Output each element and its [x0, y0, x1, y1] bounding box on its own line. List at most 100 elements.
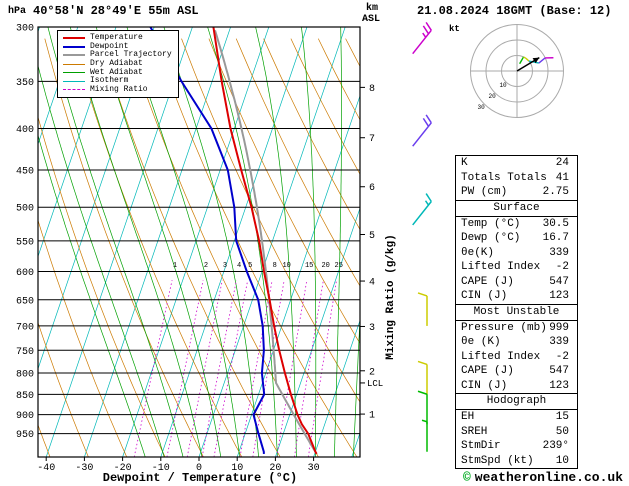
svg-text:2: 2: [369, 367, 375, 378]
panel-row: Temp (°C) 30.5: [456, 217, 577, 232]
legend-swatch: [63, 63, 85, 65]
svg-text:7: 7: [369, 134, 375, 145]
panel-row-value: 50: [555, 425, 569, 438]
panel-row-value: -2: [555, 261, 569, 273]
svg-text:-30: -30: [75, 463, 93, 474]
wet-adiabats: [38, 27, 360, 457]
station-title: 40°58'N 28°49'E 55m ASL: [33, 4, 199, 18]
legend-label: Temperature: [90, 33, 143, 43]
panel-row-label: StmSpd (kt): [461, 454, 534, 467]
mixing-ratio-lines: [133, 280, 337, 457]
svg-text:400: 400: [16, 125, 34, 136]
copyright-symbol: ©: [462, 470, 471, 485]
panel-row: K 24: [456, 156, 577, 171]
chart-legend: Temperature Dewpoint Parcel Trajectory Dry …: [57, 30, 179, 99]
svg-text:750: 750: [16, 347, 34, 358]
svg-text:300: 300: [16, 24, 34, 35]
panel-row-label: Dewp (°C): [461, 232, 521, 244]
panel-row-label: Lifted Index: [461, 350, 541, 363]
svg-text:2: 2: [204, 262, 208, 270]
svg-text:25: 25: [335, 262, 343, 270]
legend-label: Isotherm: [90, 76, 129, 86]
panel-row-value: 339: [549, 246, 569, 259]
km-unit-label: km: [366, 3, 379, 14]
temperature-curve: [212, 27, 318, 455]
panel-row-value: 15: [555, 411, 569, 423]
panel-row-value: -2: [555, 350, 569, 363]
legend-swatch: [63, 80, 85, 82]
wind-barb: [417, 292, 428, 326]
svg-text:10: 10: [499, 82, 507, 89]
wind-barb: [417, 360, 428, 395]
legend-item: Dewpoint: [63, 41, 172, 52]
panel-row: Lifted Index -2: [456, 350, 577, 365]
legend-label: Wet Adiabat: [90, 67, 143, 77]
svg-text:1: 1: [369, 411, 375, 422]
credit-text: weatheronline.co.uk: [474, 470, 623, 485]
svg-text:6: 6: [369, 183, 375, 194]
svg-text:15: 15: [305, 262, 313, 270]
svg-text:4: 4: [369, 278, 375, 289]
credit: © weatheronline.co.uk: [463, 470, 623, 485]
wind-barb: [412, 21, 432, 55]
svg-text:650: 650: [16, 296, 34, 307]
svg-text:5: 5: [369, 231, 375, 242]
panel-row: Lifted Index -2: [456, 260, 577, 275]
wind-barbs: [412, 21, 432, 452]
wind-barb: [412, 114, 432, 147]
temperature-axis: -40 -30 -20 -10 0 10 20 30: [37, 457, 320, 474]
pressure-unit-label: hPa: [8, 6, 27, 17]
legend-swatch: [63, 72, 85, 74]
legend-item: Dry Adiabat: [63, 60, 172, 69]
svg-text:10: 10: [282, 262, 290, 270]
legend-item: Mixing Ratio: [63, 85, 172, 95]
panel-row: Pressure (mb) 999: [456, 321, 577, 336]
panel-row: CIN (J) 123: [456, 289, 577, 304]
panel-row-label: K: [461, 157, 468, 169]
panel-row: θe (K) 339: [456, 335, 577, 350]
legend-item: Wet Adiabat: [63, 68, 172, 77]
svg-text:20: 20: [488, 93, 496, 100]
svg-text:20: 20: [269, 463, 281, 474]
panel-row-label: CAPE (J): [461, 365, 514, 377]
panel-row: CIN (J) 123: [456, 379, 577, 394]
panel-row: EH 15: [456, 410, 577, 425]
panel-row-value: 30.5: [542, 217, 569, 230]
svg-text:3: 3: [369, 323, 375, 334]
svg-text:8: 8: [273, 262, 277, 270]
panel-row-label: Totals Totals: [461, 171, 547, 184]
panel-row-label: CIN (J): [461, 290, 508, 302]
svg-text:20: 20: [321, 262, 329, 270]
hodograph-unit-label: kt: [449, 24, 460, 34]
panel-row-label: Lifted Index: [461, 261, 541, 273]
legend-swatch: [63, 45, 85, 48]
svg-text:450: 450: [16, 167, 34, 178]
panel-row: StmSpd (kt) 10: [456, 454, 577, 469]
svg-text:5: 5: [248, 262, 252, 270]
svg-text:1: 1: [173, 262, 177, 270]
svg-text:800: 800: [16, 370, 34, 381]
panel-row-label: SREH: [461, 425, 488, 438]
panel-section-header: Hodograph: [456, 393, 577, 410]
isotherms: [38, 27, 360, 457]
svg-text:30: 30: [478, 104, 486, 111]
svg-text:950: 950: [16, 430, 34, 441]
legend-item: Parcel Trajectory: [63, 51, 172, 60]
panel-row-label: Pressure (mb): [461, 321, 547, 334]
panel-row: Totals Totals 41: [456, 171, 577, 186]
panel-row-value: 999: [549, 321, 569, 334]
svg-text:500: 500: [16, 204, 34, 215]
panel-row-value: 239°: [542, 440, 569, 452]
legend-swatch: [63, 54, 85, 57]
panel-section-header: Most Unstable: [456, 303, 577, 321]
legend-label: Dewpoint: [90, 41, 129, 51]
wind-barb: [417, 390, 428, 425]
panel-row-value: 41: [555, 171, 569, 184]
panel-row-label: PW (cm): [461, 186, 508, 198]
panel-section-header: Surface: [456, 199, 577, 217]
panel-row-label: Temp (°C): [461, 217, 521, 230]
panel-row-value: 123: [549, 290, 569, 302]
svg-text:4: 4: [237, 262, 241, 270]
